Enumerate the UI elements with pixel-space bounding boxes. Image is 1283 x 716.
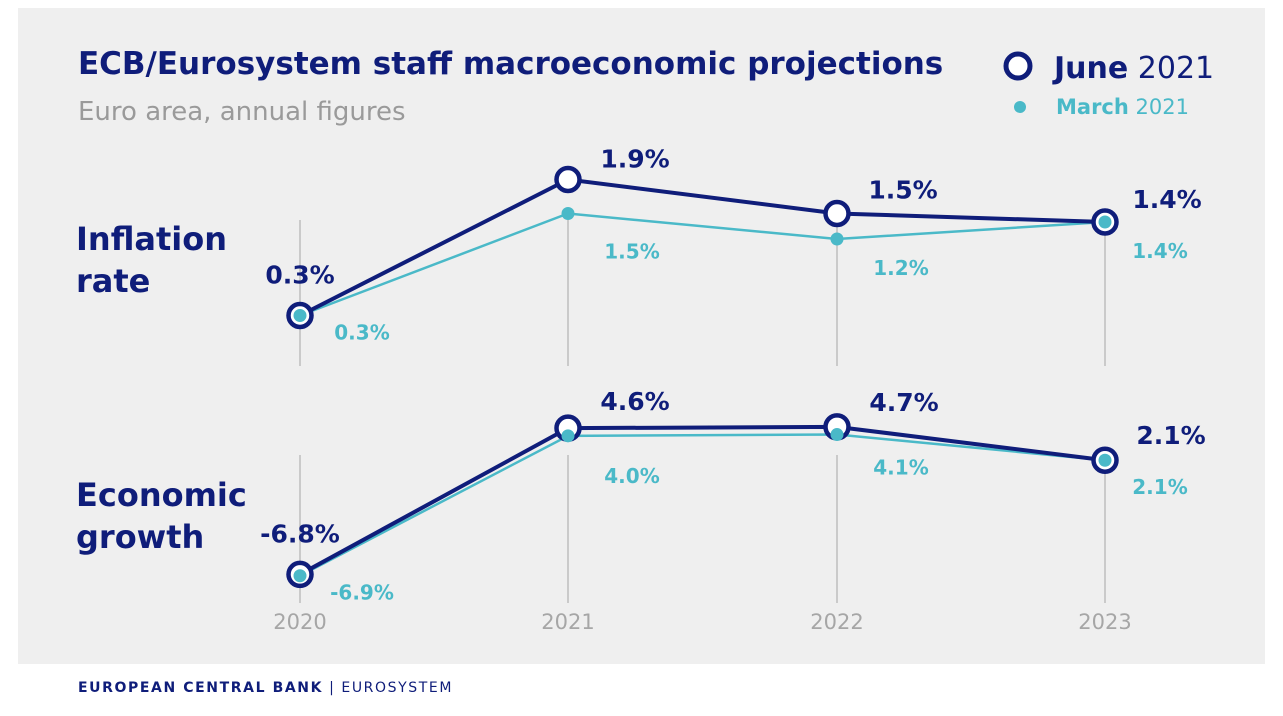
- march-point-1-2020: [293, 569, 307, 583]
- chart-title: ECB/Eurosystem staff macroeconomic proje…: [78, 46, 943, 82]
- legend-june-bold: June: [1052, 51, 1128, 86]
- march-point-1-2022: [830, 428, 844, 442]
- legend: June 2021 March 2021: [1003, 51, 1214, 119]
- june-line-panel-0: [299, 177, 1106, 318]
- june-line-panel-1: [299, 424, 1106, 577]
- footer-bank-name: EUROPEAN CENTRAL BANK: [78, 680, 324, 696]
- june-label-0-2023: 1.4%: [1132, 185, 1201, 214]
- gridlines: [299, 220, 1106, 603]
- march-point-0-2022: [830, 232, 844, 246]
- june-label-0-2022: 1.5%: [868, 176, 937, 205]
- march-label-0-2020: 0.3%: [334, 321, 389, 345]
- legend-march-marker-icon: [1014, 101, 1026, 113]
- growth-label-line2: growth: [76, 518, 204, 556]
- footer-branding: EUROPEAN CENTRAL BANK | EUROSYSTEM: [78, 680, 453, 696]
- legend-june-marker-icon: [1003, 51, 1033, 81]
- june-label-1-2022: 4.7%: [869, 388, 938, 417]
- chart-subtitle: Euro area, annual figures: [78, 97, 406, 127]
- legend-june-rest: 2021: [1128, 51, 1214, 86]
- june-point-0-2021: [554, 165, 582, 194]
- june-label-0-2021: 1.9%: [600, 145, 669, 174]
- growth-label-line1: Economic: [76, 476, 247, 514]
- march-line-panel-0: [299, 212, 1106, 317]
- x-tick-2023: 2023: [1078, 610, 1131, 634]
- june-label-1-2023: 2.1%: [1136, 421, 1205, 450]
- footer: [0, 664, 1283, 716]
- june-label-1-2021: 4.6%: [600, 387, 669, 416]
- footer-separator: |: [329, 680, 336, 696]
- inflation-plot: 0.3% 1.9% 1.5% 1.4% 0.3% 1.5% 1.2% 1.4%: [265, 145, 1201, 345]
- chart-background: [18, 8, 1265, 664]
- inflation-label-line1: Inflation: [76, 220, 227, 258]
- growth-label: Economic growth: [76, 476, 258, 556]
- march-point-0-2020: [293, 309, 307, 322]
- march-label-1-2022: 4.1%: [873, 456, 928, 480]
- june-label-0-2020: 0.3%: [265, 261, 334, 290]
- june-point-0-2022: [823, 199, 851, 228]
- march-point-0-2021: [561, 207, 575, 220]
- x-tick-2020: 2020: [273, 610, 326, 634]
- march-label-1-2021: 4.0%: [604, 464, 659, 488]
- march-point-1-2021: [561, 429, 575, 443]
- march-label-1-2020: -6.9%: [330, 581, 394, 605]
- march-point-1-2023: [1098, 453, 1112, 467]
- march-label-0-2022: 1.2%: [873, 256, 928, 280]
- x-tick-2021: 2021: [541, 610, 594, 634]
- legend-june-label: June 2021: [1052, 51, 1214, 86]
- inflation-label-line2: rate: [76, 262, 150, 300]
- legend-march-rest: 2021: [1129, 95, 1189, 119]
- june-label-1-2020: -6.8%: [260, 519, 340, 548]
- march-label-0-2023: 1.4%: [1132, 239, 1187, 263]
- x-tick-2022: 2022: [810, 610, 863, 634]
- inflation-label: Inflation rate: [76, 220, 238, 300]
- legend-march-label: March 2021: [1056, 95, 1189, 119]
- footer-system-name: EUROSYSTEM: [341, 680, 454, 696]
- growth-plot: -6.8% 4.6% 4.7% 2.1% -6.9% 4.0% 4.1% 2.1%: [260, 387, 1206, 605]
- legend-march-bold: March: [1056, 95, 1129, 119]
- march-label-1-2023: 2.1%: [1132, 475, 1187, 499]
- march-label-0-2021: 1.5%: [604, 240, 659, 264]
- x-axis-ticks: 2020 2021 2022 2023: [273, 610, 1131, 634]
- march-point-0-2023: [1098, 215, 1112, 229]
- march-line-panel-1: [299, 433, 1106, 577]
